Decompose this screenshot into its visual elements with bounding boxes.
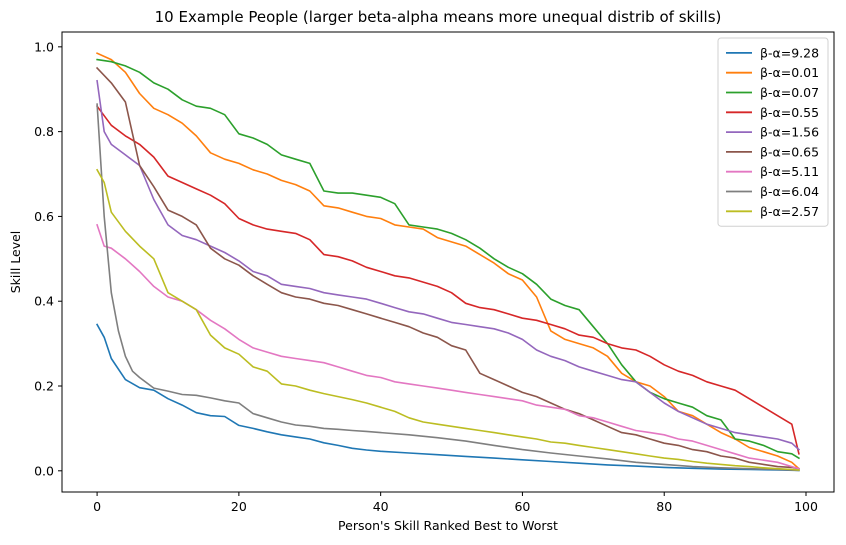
y-axis-label: Skill Level: [8, 231, 23, 294]
x-tick-label: 80: [656, 499, 672, 514]
series-line-4: [95, 105, 800, 455]
y-axis: 0.0 0.2 0.4 0.6 0.8 1.0: [34, 39, 62, 478]
x-axis: 0 20 40 60 80 100: [93, 492, 818, 514]
series-line-5: [96, 79, 801, 451]
x-tick-label: 60: [514, 499, 530, 514]
series-line-6: [95, 66, 800, 470]
series-layer: [95, 52, 801, 472]
y-tick-label: 0.6: [34, 209, 54, 224]
chart-title: 10 Example People (larger beta-alpha mea…: [155, 8, 722, 26]
y-tick-label: 0.0: [34, 463, 54, 478]
series-line-7: [96, 223, 800, 470]
y-tick-label: 0.2: [34, 379, 54, 394]
legend-label: β-α=5.11: [760, 164, 819, 179]
x-tick-label: 20: [231, 499, 247, 514]
x-tick-label: 40: [373, 499, 389, 514]
x-tick-label: 0: [93, 499, 101, 514]
legend-label: β-α=1.56: [760, 125, 819, 140]
x-axis-label: Person's Skill Ranked Best to Worst: [338, 518, 558, 533]
legend-label: β-α=0.01: [760, 65, 819, 80]
series-line-1: [96, 323, 800, 472]
plot-frame: [61, 31, 835, 493]
legend-label: β-α=6.04: [760, 184, 819, 199]
y-tick-label: 0.8: [34, 124, 54, 139]
series-line-2: [96, 52, 801, 470]
y-tick-label: 1.0: [34, 39, 54, 54]
legend-label: β-α=0.65: [760, 144, 819, 159]
series-line-3: [96, 58, 800, 460]
legend-box: [717, 37, 829, 227]
y-tick-label: 0.4: [34, 294, 54, 309]
legend: β-α=9.28 β-α=0.01 β-α=0.07 β-α=0.55 β-α=1.56…: [717, 37, 829, 227]
legend-label: β-α=2.57: [760, 204, 819, 219]
series-line-9: [96, 168, 800, 471]
series-line-8: [96, 103, 800, 472]
plot-area: [61, 31, 835, 493]
legend-label: β-α=0.55: [760, 105, 819, 120]
legend-label: β-α=0.07: [760, 85, 819, 100]
x-tick-label: 100: [794, 499, 818, 514]
legend-label: β-α=9.28: [760, 45, 819, 60]
